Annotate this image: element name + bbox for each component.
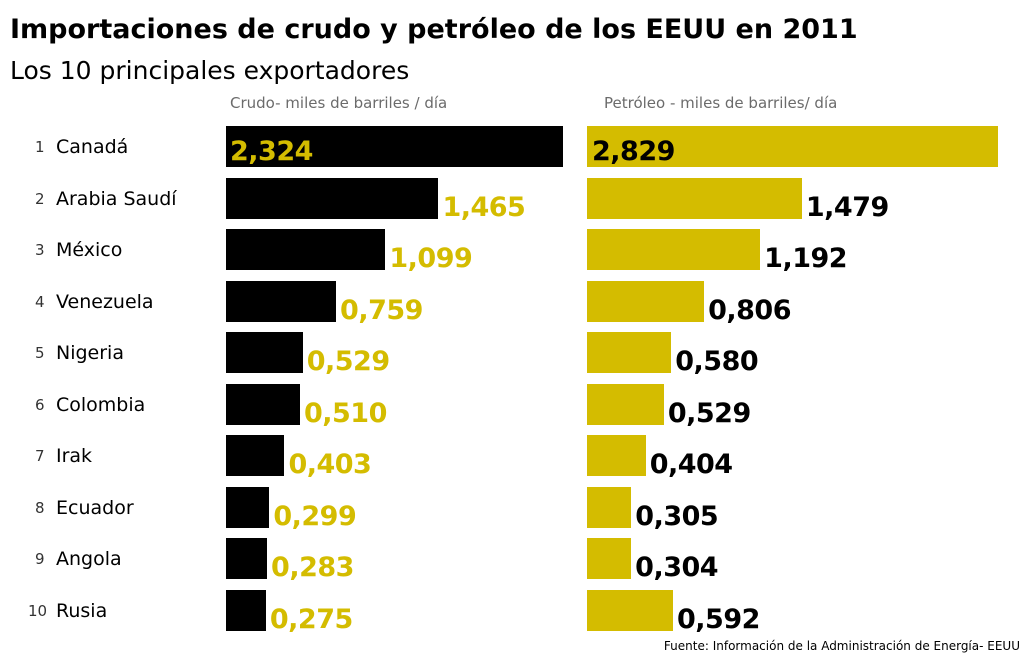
crudo-value-label: 0,759 xyxy=(340,294,423,326)
country-label: Irak xyxy=(56,445,93,467)
crudo-value-label: 0,510 xyxy=(303,397,387,429)
petroleo-bar xyxy=(587,177,802,219)
rank-label: 3 xyxy=(35,241,45,259)
chart-subtitle: Los 10 principales exportadores xyxy=(10,56,410,85)
petroleo-value-label: 2,829 xyxy=(592,136,675,167)
crudo-bar xyxy=(226,589,266,631)
rank-label: 2 xyxy=(35,189,45,208)
crudo-value-label: 0,403 xyxy=(288,449,372,480)
rank-label: 9 xyxy=(35,550,45,568)
country-label: Rusia xyxy=(56,599,108,622)
crudo-bar xyxy=(226,177,439,219)
crudo-bar xyxy=(226,126,563,167)
petroleo-value-label: 0,304 xyxy=(635,552,719,583)
crudo-value-label: 1,099 xyxy=(389,243,473,274)
source-note: Fuente: Información de la Administración… xyxy=(663,639,1020,653)
petroleo-value-label: 0,580 xyxy=(675,346,759,377)
crudo-bar xyxy=(226,538,268,579)
crudo-bar xyxy=(226,383,300,425)
country-label: Canadá xyxy=(56,136,129,158)
crudo-bar xyxy=(226,280,337,322)
crudo-value-label: 2,324 xyxy=(230,136,313,167)
petroleo-bar xyxy=(587,486,632,528)
crudo-value-label: 0,275 xyxy=(269,603,353,635)
petroleo-bar xyxy=(587,280,705,322)
crudo-panel-title: Crudo- miles de barriles / día xyxy=(230,94,448,112)
rank-label: 10 xyxy=(28,601,48,620)
rank-label: 5 xyxy=(35,344,45,362)
chart-title: Importaciones de crudo y petróleo de los… xyxy=(10,14,858,45)
petroleo-bar xyxy=(587,589,673,631)
petroleo-value-label: 0,404 xyxy=(649,449,733,480)
petroleo-value-label: 1,192 xyxy=(764,243,848,274)
petroleo-panel-title: Petróleo - miles de barriles/ día xyxy=(604,94,838,112)
petroleo-bar xyxy=(587,332,672,373)
petroleo-value-label: 0,305 xyxy=(635,500,719,532)
petroleo-bar xyxy=(587,435,646,476)
petroleo-bar xyxy=(587,229,761,270)
petroleo-value-label: 1,479 xyxy=(805,191,889,223)
petroleo-value-label: 0,529 xyxy=(667,397,751,429)
crudo-value-label: 0,299 xyxy=(273,500,357,532)
petroleo-value-label: 0,592 xyxy=(677,603,760,635)
crudo-bar xyxy=(226,332,303,373)
country-label: México xyxy=(56,239,123,261)
rank-label: 6 xyxy=(35,395,45,414)
rank-label: 4 xyxy=(35,292,45,311)
petroleo-bar xyxy=(587,126,998,167)
country-label: Nigeria xyxy=(56,342,124,364)
rank-label: 7 xyxy=(35,447,45,465)
crudo-value-label: 0,283 xyxy=(271,552,354,583)
rank-label: 8 xyxy=(35,498,45,517)
petroleo-value-label: 0,806 xyxy=(708,294,791,326)
petroleo-bar xyxy=(587,538,632,579)
country-label: Colombia xyxy=(56,393,146,416)
crudo-value-label: 0,529 xyxy=(306,346,390,377)
crudo-bar xyxy=(226,486,270,528)
crudo-bar xyxy=(226,435,285,476)
country-label: Venezuela xyxy=(56,290,154,313)
country-label: Angola xyxy=(56,548,122,570)
country-label: Arabia Saudí xyxy=(56,187,177,210)
country-label: Ecuador xyxy=(56,496,134,519)
crudo-value-label: 1,465 xyxy=(442,191,526,223)
crudo-bar xyxy=(226,229,386,270)
petroleo-bar xyxy=(587,383,664,425)
rank-label: 1 xyxy=(35,138,45,156)
